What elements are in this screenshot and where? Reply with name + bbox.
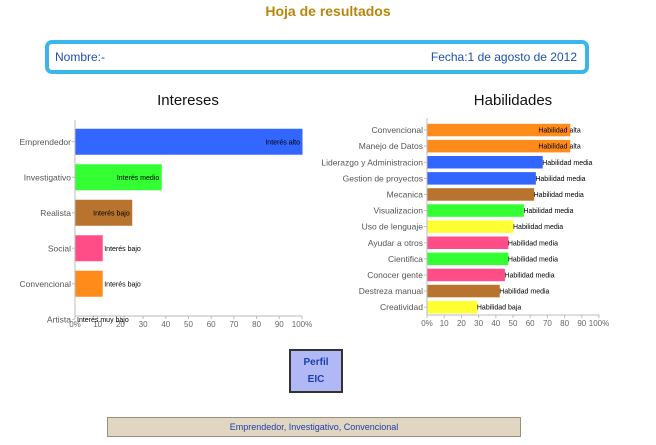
category-label: Visualizacion (374, 206, 424, 216)
data-label: Habilidad media (513, 224, 563, 231)
category-label: Investigativo (24, 172, 72, 182)
bar (427, 236, 509, 249)
chart-title-0: Intereses (157, 92, 219, 109)
category-label: Artista (47, 314, 71, 324)
x-tick-label: 90 (577, 319, 586, 328)
bar (427, 284, 500, 298)
category-label: Manejo de Datos (359, 141, 423, 151)
bar (427, 268, 505, 282)
x-tick-label: 80 (560, 319, 569, 328)
category-label: Destreza manual (359, 286, 423, 296)
bar (75, 199, 133, 226)
x-tick-label: 70 (543, 319, 552, 328)
data-label: Habilidad media (508, 240, 558, 247)
x-tick-label: 70 (229, 320, 238, 329)
category-label: Ayudar a otros (368, 238, 423, 248)
category-label: Creatividad (380, 302, 423, 312)
x-tick-label: 30 (139, 320, 148, 329)
bar (427, 156, 543, 169)
data-label: Habilidad media (534, 192, 584, 199)
bar (427, 139, 571, 153)
profile-line1: Perfil (303, 357, 329, 368)
x-tick-label: 40 (491, 319, 500, 328)
x-tick-label: 50 (509, 319, 518, 328)
page-title: Hoja de resultados (265, 3, 391, 19)
data-label: Habilidad media (499, 289, 549, 296)
category-label: Cientifica (388, 254, 423, 264)
category-label: Uso de lenguaje (362, 222, 424, 232)
category-label: Convencional (19, 279, 71, 289)
x-tick-label: 20 (457, 319, 466, 328)
x-tick-label: 0% (421, 319, 433, 328)
category-label: Conocer gente (367, 270, 423, 280)
x-tick-label: 100% (292, 320, 312, 329)
data-label: Habilidad media (523, 208, 573, 215)
summary-bar: Emprendedor, Investigativo, Convencional (107, 417, 521, 437)
data-label: Interés bajo (104, 281, 141, 288)
name-field: Nombre:- (55, 50, 106, 64)
x-tick-label: 50 (184, 320, 193, 329)
x-tick-label: 90 (275, 320, 284, 329)
data-label: Habilidad baja (477, 305, 521, 312)
data-label: Habilidad alta (538, 128, 581, 135)
data-label: Habilidad alta (538, 144, 581, 151)
x-tick-label: 30 (474, 319, 483, 328)
x-tick-label: 40 (161, 320, 170, 329)
date-field: Fecha:1 de agosto de 2012 (430, 50, 577, 64)
data-label: Habilidad media (535, 176, 585, 183)
bar (427, 204, 524, 217)
data-label: Habilidad media (542, 160, 592, 167)
category-label: Gestion de proyectos (343, 173, 423, 183)
data-label: Interés bajo (93, 210, 130, 217)
x-tick-label: 60 (207, 320, 216, 329)
category-label: Convencional (371, 125, 423, 135)
data-label: Interés medio (117, 175, 160, 182)
category-label: Mecanica (387, 189, 424, 199)
x-tick-label: 10 (440, 319, 449, 328)
info-box: Nombre:- Fecha:1 de agosto de 2012 (45, 40, 589, 74)
category-label: Social (48, 243, 71, 253)
bar (427, 252, 509, 266)
bar (75, 128, 303, 155)
category-label: Realista (40, 208, 71, 218)
x-tick-label: 60 (526, 319, 535, 328)
category-label: Liderazgo y Administracion (321, 157, 423, 167)
x-tick-label: 10 (93, 320, 102, 329)
x-tick-label: 20 (116, 320, 125, 329)
x-tick-label: 0% (69, 320, 81, 329)
data-label: Interés alto (265, 139, 300, 146)
profile-box: Perfil EIC (289, 349, 343, 393)
bar (75, 164, 162, 191)
chart-title-1: Habilidades (474, 92, 552, 109)
bar (427, 188, 535, 201)
profile-line2: EIC (307, 374, 325, 385)
bar (75, 270, 103, 297)
data-label: Interés muy bajo (77, 317, 129, 324)
bar (427, 300, 478, 314)
data-label: Habilidad media (504, 272, 554, 279)
x-tick-label: 80 (252, 320, 261, 329)
category-label: Emprendedor (19, 137, 71, 147)
bar (427, 220, 514, 233)
bar (427, 172, 536, 185)
x-tick-label: 100% (589, 319, 609, 328)
data-label: Habilidad media (508, 256, 558, 263)
bar (75, 235, 103, 262)
bar (427, 123, 571, 137)
data-label: Interés bajo (104, 246, 141, 253)
